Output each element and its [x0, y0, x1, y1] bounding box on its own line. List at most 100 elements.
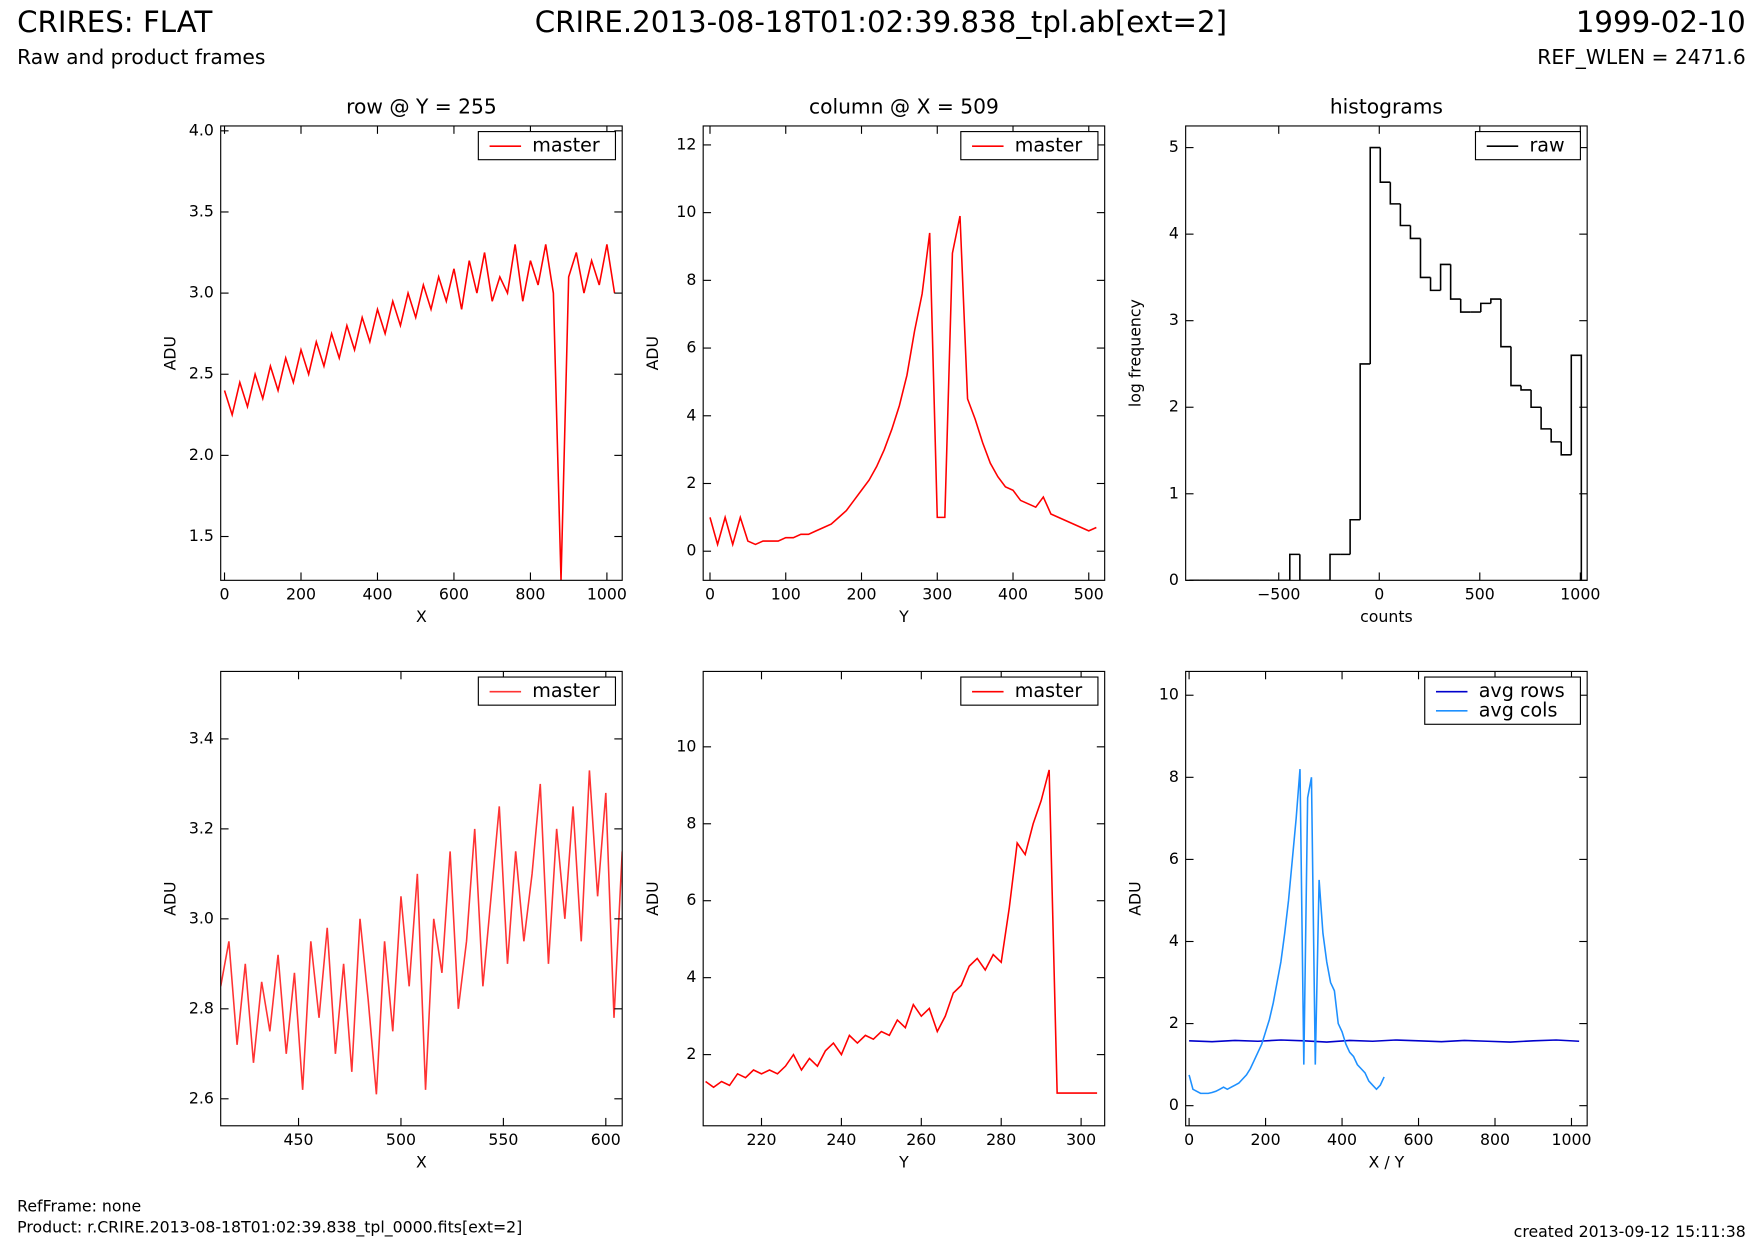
y-tick-label: 3 — [1169, 310, 1179, 329]
y-tick-label: 2 — [1169, 1013, 1179, 1032]
data-line — [709, 215, 1097, 548]
hist-bin — [1510, 346, 1522, 387]
y-tick-label: 3.5 — [189, 201, 214, 220]
x-axis-label: Y — [898, 1152, 909, 1171]
x-tick-label: 0 — [705, 584, 715, 603]
data-line — [220, 770, 623, 1095]
hist-bin — [1299, 554, 1310, 581]
hist-bin — [1520, 385, 1532, 391]
y-tick-label: 4.0 — [189, 120, 214, 139]
date: 1999-02-10 — [1576, 5, 1746, 39]
x-tick-label: 1000 — [1560, 584, 1600, 603]
y-tick-label: 4 — [1169, 224, 1179, 243]
x-tick-label: 0 — [220, 584, 230, 603]
y-tick-label: 12 — [676, 134, 696, 153]
legend-label: avg rows — [1479, 679, 1565, 702]
y-axis-label: ADU — [643, 881, 662, 915]
x-tick-label: 200 — [1251, 1130, 1281, 1149]
legend: master — [477, 131, 617, 161]
panel: X ADU 450 500 550 600 2.6 2.8 3.0 3.2 3.4 master — [161, 670, 623, 1171]
hist-bin — [1560, 441, 1572, 456]
x-tick-label: 500 — [1465, 584, 1495, 603]
panel: X / Y ADU 0 200 400 600 800 1000 0 2 4 6 8 10 avg rows… — [1126, 670, 1592, 1171]
y-tick-label: 0 — [686, 541, 696, 560]
x-tick-label: 100 — [771, 584, 801, 603]
x-tick-label: 450 — [284, 1130, 314, 1149]
y-tick-label: 2.0 — [189, 445, 214, 464]
legend-label: master — [1015, 134, 1083, 157]
plot-area — [709, 215, 1097, 548]
panel: row @ Y = 255 X ADU 0 200 400 600 800 1000 1.5 2.0… — [161, 94, 627, 625]
legend: master — [477, 676, 617, 706]
y-tick-label: 8 — [1169, 767, 1179, 786]
panel: column @ X = 509 Y ADU 0 100 200 300 400 500 0 2 4 6… — [643, 94, 1106, 626]
y-tick-label: 1.5 — [189, 526, 214, 545]
y-tick-label: 2.5 — [189, 364, 214, 383]
axes-frame — [220, 125, 623, 581]
y-tick-label: 3.0 — [189, 908, 214, 927]
page-subtitle: Raw and product frames — [17, 45, 265, 69]
hist-bin — [1389, 182, 1401, 205]
axes-frame — [1185, 125, 1588, 581]
x-axis-label: Y — [898, 607, 909, 626]
x-tick-label: 500 — [386, 1130, 416, 1149]
data-line — [1189, 1039, 1580, 1043]
legend-label: master — [532, 679, 600, 702]
plot-area — [220, 770, 623, 1095]
hist-bin — [1490, 298, 1501, 304]
x-tick-label: 220 — [746, 1130, 776, 1149]
panel-title: row @ Y = 255 — [346, 94, 497, 118]
y-tick-label: 2.6 — [189, 1088, 214, 1107]
x-tick-label: 600 — [591, 1130, 621, 1149]
x-tick-label: 260 — [906, 1130, 936, 1149]
y-tick-label: 5 — [1169, 137, 1179, 156]
y-tick-label: 6 — [686, 890, 696, 909]
x-tick-label: 600 — [1404, 1130, 1434, 1149]
plot-area — [1189, 146, 1583, 581]
axes-frame — [220, 670, 623, 1127]
panel-title: column @ X = 509 — [809, 94, 999, 118]
hist-bin — [1530, 389, 1542, 409]
axes-frame — [702, 670, 1106, 1127]
axes-frame — [1185, 670, 1588, 1127]
plot-area — [1188, 769, 1580, 1095]
x-tick-label: 550 — [488, 1130, 518, 1149]
x-tick-label: 1000 — [587, 584, 627, 603]
x-tick-label: 800 — [1480, 1130, 1510, 1149]
y-tick-label: 3.0 — [189, 283, 214, 302]
ref-frame: RefFrame: none — [17, 1196, 141, 1215]
hist-bin — [1540, 407, 1552, 430]
y-tick-label: 10 — [1159, 685, 1179, 704]
y-tick-label: 10 — [676, 736, 696, 755]
file-name: CRIRE.2013-08-18T01:02:39.838_tpl.ab[ext… — [535, 5, 1227, 39]
hist-bin — [1439, 263, 1451, 291]
y-tick-label: 2 — [1169, 397, 1179, 416]
y-tick-label: 4 — [1169, 931, 1179, 950]
y-axis-label: ADU — [643, 336, 662, 370]
y-tick-label: 1 — [1169, 483, 1179, 502]
axes-frame — [702, 125, 1106, 581]
x-axis-label: X — [416, 1152, 427, 1171]
hist-bin — [1359, 363, 1371, 520]
created: created 2013-09-12 15:11:38 — [1514, 1222, 1746, 1241]
x-tick-label: 400 — [998, 584, 1028, 603]
legend-label: master — [532, 134, 600, 157]
hist-bin — [1570, 354, 1583, 581]
y-tick-label: 3.4 — [189, 728, 214, 747]
y-tick-label: 2.8 — [189, 998, 214, 1017]
x-tick-label: 0 — [1184, 1130, 1194, 1149]
x-tick-label: 200 — [286, 584, 316, 603]
x-tick-label: 800 — [515, 584, 545, 603]
ref-wlen: REF_WLEN = 2471.6 — [1537, 45, 1745, 69]
panel: Y ADU 220 240 260 280 300 2 4 6 8 10 master — [643, 670, 1106, 1171]
panel-title: histograms — [1330, 94, 1443, 118]
hist-bin — [1289, 553, 1300, 581]
page-title: CRIRES: FLAT — [17, 5, 212, 39]
hist-bin — [1399, 203, 1411, 227]
y-tick-label: 4 — [686, 967, 696, 986]
x-tick-label: 1000 — [1551, 1130, 1591, 1149]
y-tick-label: 10 — [676, 202, 696, 221]
y-tick-label: 4 — [686, 405, 696, 424]
